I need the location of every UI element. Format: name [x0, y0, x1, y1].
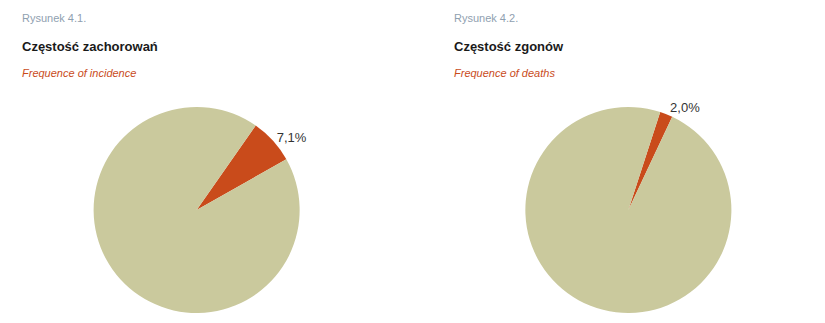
- svg-text:7,1%: 7,1%: [277, 130, 307, 145]
- svg-text:Rysunek 4.2.: Rysunek 4.2.: [454, 12, 518, 24]
- svg-text:Frequence of incidence: Frequence of incidence: [22, 67, 136, 79]
- svg-text:Częstość zgonów: Częstość zgonów: [454, 39, 564, 54]
- svg-text:Frequence of deaths: Frequence of deaths: [454, 67, 555, 79]
- svg-text:Częstość zachorowań: Częstość zachorowań: [22, 39, 158, 54]
- svg-text:2,0%: 2,0%: [670, 100, 700, 115]
- svg-text:Rysunek 4.1.: Rysunek 4.1.: [22, 12, 86, 24]
